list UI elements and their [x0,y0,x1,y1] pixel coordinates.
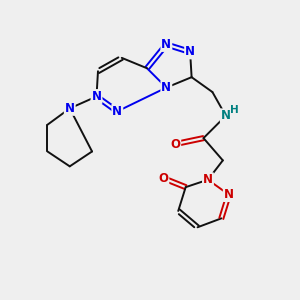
Text: N: N [203,173,213,186]
Text: N: N [161,81,171,94]
Text: O: O [158,172,168,185]
Text: H: H [230,106,239,116]
Text: O: O [170,138,180,151]
Text: N: N [224,188,234,201]
Text: N: N [92,90,101,103]
Text: N: N [185,45,195,58]
Text: N: N [112,105,122,118]
Text: N: N [65,102,75,115]
Text: N: N [161,38,171,51]
Text: N: N [221,109,231,122]
